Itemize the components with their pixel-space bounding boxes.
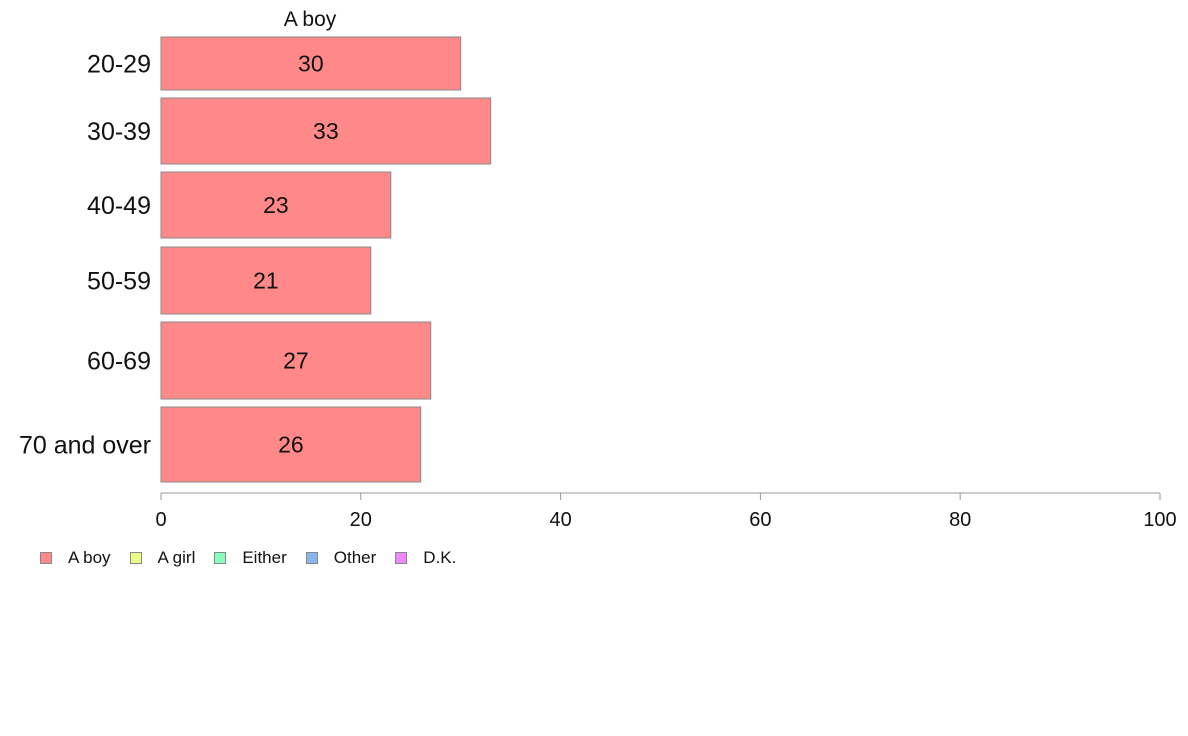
- legend-swatch: [214, 552, 227, 564]
- category-label: 30-39: [87, 118, 151, 146]
- legend-swatch: [395, 552, 408, 564]
- legend-label: Either: [242, 548, 287, 567]
- category-label: 70 and over: [19, 432, 151, 460]
- category-label: 50-59: [87, 268, 151, 296]
- legend-swatch: [40, 552, 52, 564]
- x-tick-label: 20: [350, 509, 372, 531]
- category-label: 40-49: [87, 192, 151, 220]
- bar-20-29: [160, 36, 462, 91]
- legend-label: Other: [333, 548, 377, 567]
- bar-70-and-over: [160, 406, 422, 483]
- category-label: 20-29: [87, 51, 151, 79]
- data-label: 33: [313, 118, 339, 144]
- legend-item: D.K.: [395, 548, 456, 568]
- bars-layer: 30 33 23 21 27 26: [160, 36, 492, 483]
- legend: A boy A girl Either Other D.K.: [40, 548, 475, 568]
- legend-item: A boy: [40, 548, 111, 568]
- legend-swatch: [305, 552, 318, 564]
- data-label: 21: [253, 268, 279, 294]
- legend-item: A girl: [129, 548, 196, 568]
- category-label: 60-69: [87, 348, 151, 376]
- x-tick-label: 60: [749, 509, 771, 531]
- bar-40-49: [160, 171, 392, 239]
- x-axis: 0 20 40 60 80 100: [155, 492, 1177, 531]
- data-label: 23: [263, 192, 289, 218]
- bar-60-69: [160, 321, 432, 400]
- legend-label: D.K.: [423, 548, 457, 567]
- data-label: 26: [278, 432, 304, 458]
- data-label: 30: [298, 51, 324, 77]
- chart-title: A boy: [284, 8, 337, 31]
- data-label: 27: [283, 348, 309, 374]
- bar-30-39: [160, 97, 492, 165]
- x-tick-label: 0: [155, 509, 166, 531]
- x-tick-label: 80: [949, 509, 971, 531]
- bar-50-59: [160, 246, 372, 315]
- legend-item: Either: [214, 548, 287, 568]
- legend-label: A girl: [157, 548, 196, 567]
- legend-item: Other: [305, 548, 377, 568]
- x-tick-label: 40: [549, 509, 571, 531]
- category-labels: 20-29 30-39 40-49 50-59 60-69 70 and over: [19, 51, 151, 460]
- legend-swatch: [129, 552, 142, 564]
- x-tick-label: 100: [1143, 509, 1176, 531]
- legend-label: A boy: [68, 548, 111, 567]
